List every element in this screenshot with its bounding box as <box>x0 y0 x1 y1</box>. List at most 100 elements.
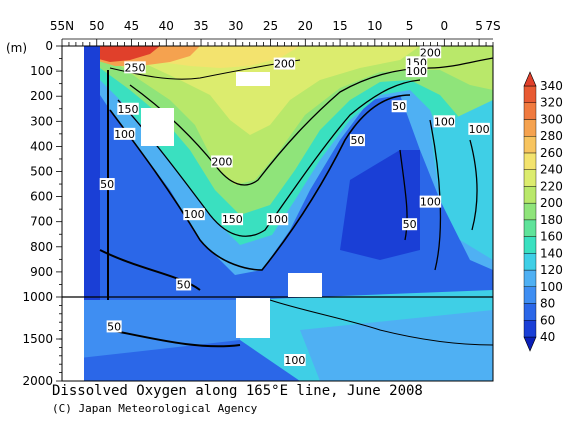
contour-label: 100 <box>114 128 135 141</box>
colorbar-swatch <box>523 102 537 120</box>
left-tick-label: 700 <box>30 215 53 229</box>
top-tick-label: 0 <box>441 19 449 33</box>
field-lower-light <box>300 310 493 381</box>
colorbar-label: 300 <box>540 112 563 126</box>
colorbar-swatch <box>523 320 537 338</box>
left-axis-labels: 0 100 200 300 400 500 600 700 800 900 1000 1500 2000 <box>22 39 53 388</box>
left-tick-label: 800 <box>30 240 53 254</box>
contour-label-bg <box>391 100 407 113</box>
top-tick-label: 7S <box>485 19 500 33</box>
colorbar-label: 260 <box>540 146 563 160</box>
contour-label-bg <box>433 115 456 128</box>
colorbar-swatch <box>523 135 537 154</box>
left-tick-label: 400 <box>30 139 53 153</box>
colorbar-label: 100 <box>540 280 563 294</box>
contour-label-bg <box>106 320 122 333</box>
contour-label: 250 <box>124 61 145 74</box>
contour-label-bg <box>211 155 233 168</box>
contour-label-bg <box>419 46 442 59</box>
oxygen-field <box>62 46 493 381</box>
left-tick-label: 600 <box>30 190 53 204</box>
contour-label: 100 <box>420 196 441 209</box>
contour-label-bg <box>221 213 244 226</box>
contour-150 <box>117 79 421 237</box>
missing-data-patch <box>62 46 84 381</box>
contour-label: 100 <box>406 65 427 78</box>
colorbar-label: 200 <box>540 196 563 210</box>
contour-label-bg <box>284 354 306 366</box>
contour-label-bg <box>349 134 365 147</box>
top-tick-label: 40 <box>159 19 174 33</box>
left-tick-label: 100 <box>30 64 53 78</box>
colorbar-max-arrow <box>523 71 537 87</box>
top-tick-label: 15 <box>332 19 347 33</box>
top-tick-label: 10 <box>367 19 382 33</box>
colorbar-swatch <box>523 186 537 204</box>
top-axis-labels: 55N 50 45 40 35 30 25 20 15 10 5 0 5 7S <box>50 19 501 33</box>
contour-100 <box>109 94 411 271</box>
top-tick-label: 5 <box>475 19 483 33</box>
colorbar-swatch <box>523 202 537 221</box>
contour-label: 100 <box>434 115 455 128</box>
colorbar-label: 320 <box>540 96 563 110</box>
contour-lines <box>99 57 493 348</box>
contour-label-bg <box>266 213 289 226</box>
contour-200 <box>129 57 493 186</box>
colorbar-swatch <box>523 219 537 237</box>
field-omz-tropic <box>340 150 420 260</box>
contour-label: 100 <box>284 354 305 367</box>
contour-label: 50 <box>107 320 121 333</box>
colorbar-swatch <box>523 152 537 170</box>
contour-label: 100 <box>469 123 490 136</box>
left-tick-label: 2000 <box>22 374 53 388</box>
contour-label-bg <box>117 102 139 115</box>
contour-label: 200 <box>420 46 441 59</box>
contour-label: 50 <box>350 134 364 147</box>
top-tick-label: 55N <box>50 19 74 33</box>
colorbar-swatch <box>523 269 537 288</box>
contour-label-bg <box>405 65 428 78</box>
contour-label-bg <box>99 178 115 191</box>
contour-label: 200 <box>274 58 295 71</box>
left-tick-label: 1000 <box>22 290 53 304</box>
left-tick-label: 0 <box>45 39 53 53</box>
mask-2 <box>141 108 174 146</box>
colorbar-label: 80 <box>540 297 555 311</box>
contour-label-bg <box>183 208 205 221</box>
chart-title: Dissolved Oxygen along 165°E line, June … <box>52 383 423 399</box>
top-tick-label: 50 <box>89 19 104 33</box>
top-tick-label: 45 <box>124 19 139 33</box>
colorbar-label: 220 <box>540 179 563 193</box>
colorbar-label: 60 <box>540 313 555 327</box>
left-tick-label: 200 <box>30 89 53 103</box>
colorbar-swatch <box>523 253 537 271</box>
contour-label-bg <box>468 122 490 135</box>
field-equatorial-cyan <box>430 100 493 260</box>
colorbar-label: 140 <box>540 246 563 260</box>
contour-label-bg <box>419 195 442 208</box>
colorbar-swatch <box>523 303 537 321</box>
contour-label: 100 <box>267 213 288 226</box>
left-tick-label: 900 <box>30 265 53 279</box>
contour-label: 50 <box>392 100 406 113</box>
left-tick-label: 500 <box>30 165 53 179</box>
contour-deep <box>269 299 493 346</box>
colorbar-label: 160 <box>540 230 563 244</box>
y-axis-unit: (m) <box>6 41 27 55</box>
colorbar-label: 180 <box>540 213 563 227</box>
left-axis-ticks <box>56 45 62 382</box>
colorbar <box>523 71 537 352</box>
contour-label: 150 <box>222 213 243 226</box>
contour-label: 50 <box>100 178 114 191</box>
colorbar-swatch <box>523 286 537 304</box>
contour-label-bg <box>113 127 136 140</box>
mask-1 <box>236 72 270 86</box>
left-tick-label: 300 <box>30 114 53 128</box>
mask-3 <box>288 273 322 297</box>
contour-label-bg <box>176 278 192 291</box>
white-masks <box>141 72 322 338</box>
colorbar-label: 240 <box>540 163 563 177</box>
colorbar-min-arrow <box>523 336 537 352</box>
colorbar-swatch <box>523 236 537 254</box>
colorbar-labels: 40 60 80 100 120 140 160 180 200 220 240 260 280 300 3… <box>540 79 563 344</box>
